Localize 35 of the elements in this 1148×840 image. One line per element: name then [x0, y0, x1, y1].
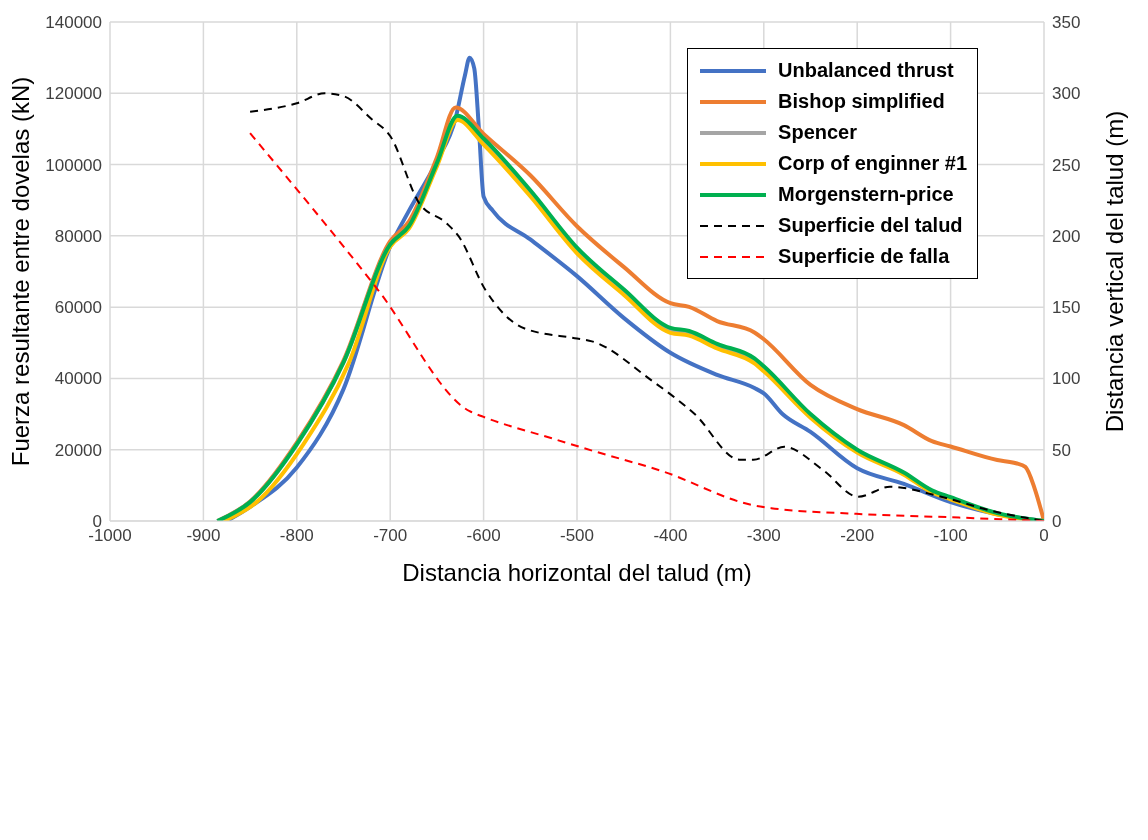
y2-axis-title: Distancia vertical del talud (m)	[1100, 110, 1128, 433]
x-tick-label: -800	[279, 526, 314, 546]
x-tick-label: -300	[746, 526, 781, 546]
legend-label: Superficie de falla	[778, 245, 950, 268]
y2-tick-label: 350	[1052, 13, 1081, 33]
legend-label: Bishop simplified	[778, 90, 945, 113]
y2-tick-label: 250	[1052, 155, 1081, 175]
y-tick-label: 100000	[45, 155, 102, 175]
x-tick-label: 0	[1039, 526, 1049, 546]
y-tick-label: 120000	[45, 84, 102, 104]
x-tick-label: -700	[373, 526, 408, 546]
y2-tick-label: 100	[1052, 369, 1081, 389]
y-tick-label: 20000	[54, 440, 102, 460]
x-tick-label: -200	[840, 526, 875, 546]
y2-tick-label: 200	[1052, 226, 1081, 246]
x-tick-label: -900	[186, 526, 221, 546]
y-tick-label: 80000	[54, 226, 102, 246]
x-tick-label: -400	[653, 526, 688, 546]
y-tick-label: 40000	[54, 369, 102, 389]
legend-label: Unbalanced thrust	[778, 59, 954, 82]
y-axis-title: Fuerza resultante entre dovelas (kN)	[6, 76, 34, 467]
legend-label: Superficie del talud	[778, 214, 963, 237]
legend-label: Morgenstern-price	[778, 183, 954, 206]
y2-tick-label: 0	[1052, 512, 1062, 532]
y2-tick-label: 50	[1052, 440, 1071, 460]
x-tick-label: -100	[933, 526, 968, 546]
y2-tick-label: 150	[1052, 298, 1081, 318]
x-axis-title: Distancia horizontal del talud (m)	[402, 559, 752, 586]
y-tick-label: 60000	[54, 298, 102, 318]
legend-label: Spencer	[778, 121, 858, 144]
x-tick-label: -500	[559, 526, 595, 546]
y2-tick-label: 300	[1052, 84, 1081, 104]
x-tick-label: -600	[466, 526, 501, 546]
y-tick-label: 140000	[45, 13, 102, 33]
legend-label: Corp of enginner #1	[778, 152, 967, 175]
